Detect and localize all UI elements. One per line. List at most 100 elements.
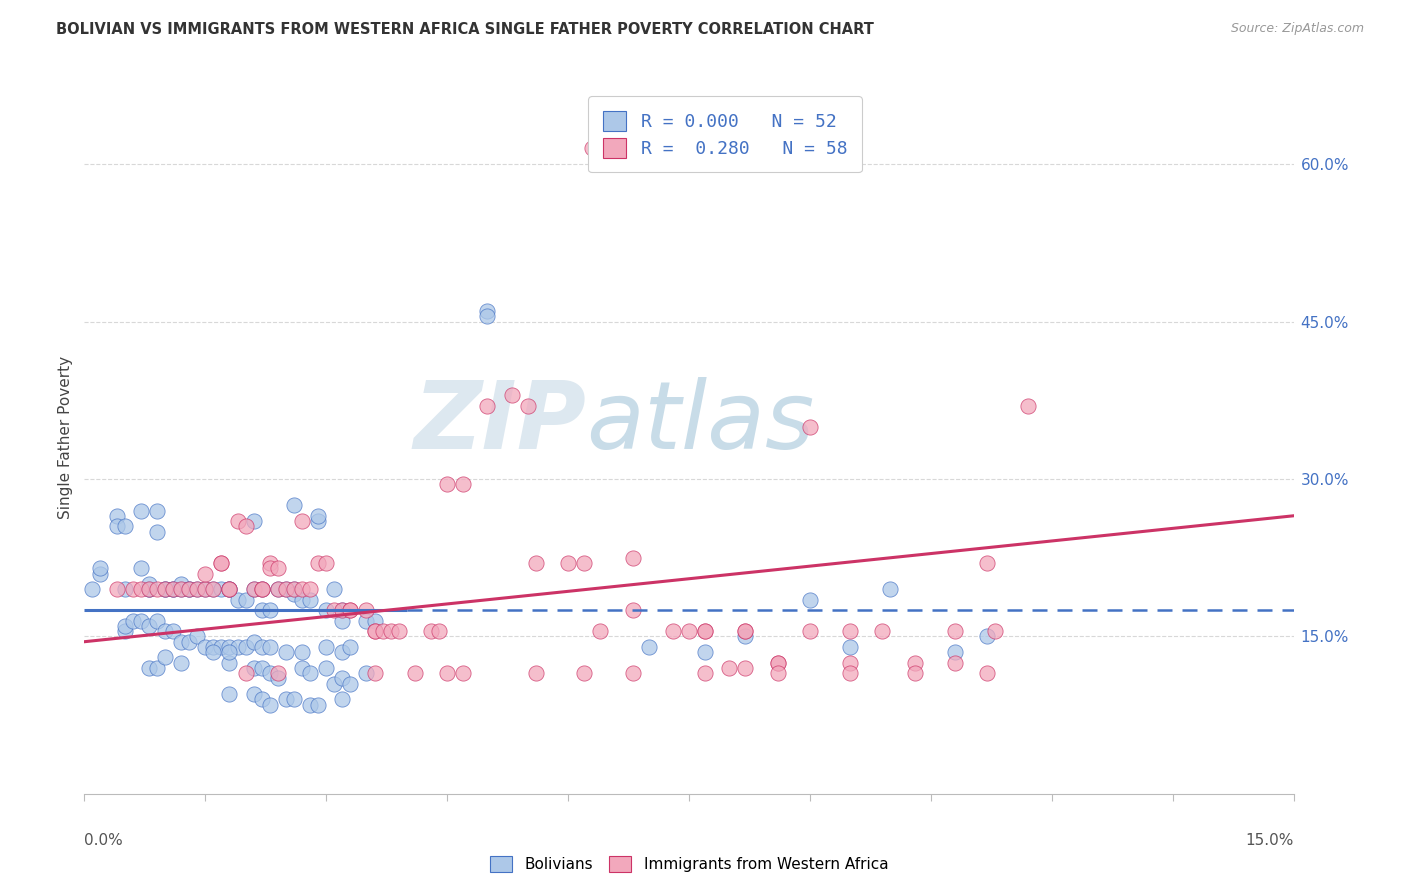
Point	[138, 577, 160, 591]
Point	[89, 561, 111, 575]
Point	[291, 592, 314, 607]
Point	[218, 582, 240, 597]
Point	[250, 661, 273, 675]
Point	[138, 619, 160, 633]
Point	[259, 666, 281, 681]
Point	[363, 666, 385, 681]
Point	[315, 640, 337, 654]
Point	[153, 650, 176, 665]
Point	[356, 666, 378, 681]
Point	[170, 577, 193, 591]
Point	[202, 640, 225, 654]
Point	[114, 582, 136, 597]
Point	[194, 566, 217, 581]
Point	[146, 614, 169, 628]
Point	[291, 661, 314, 675]
Point	[114, 519, 136, 533]
Point	[162, 582, 184, 597]
Text: ZIP: ZIP	[413, 376, 586, 469]
Point	[330, 692, 353, 706]
Point	[524, 556, 547, 570]
Point	[307, 556, 329, 570]
Point	[105, 508, 128, 523]
Point	[323, 603, 346, 617]
Point	[267, 582, 290, 597]
Point	[283, 692, 305, 706]
Point	[879, 582, 901, 597]
Point	[315, 556, 337, 570]
Point	[242, 582, 264, 597]
Point	[235, 592, 257, 607]
Point	[976, 556, 998, 570]
Text: 15.0%: 15.0%	[1246, 833, 1294, 848]
Point	[678, 624, 700, 639]
Point	[162, 582, 184, 597]
Point	[766, 656, 789, 670]
Point	[420, 624, 443, 639]
Point	[734, 630, 756, 644]
Point	[194, 582, 217, 597]
Point	[299, 698, 322, 712]
Point	[283, 587, 305, 601]
Point	[114, 619, 136, 633]
Point	[477, 304, 499, 318]
Point	[170, 634, 193, 648]
Point	[146, 661, 169, 675]
Point	[734, 624, 756, 639]
Point	[274, 582, 297, 597]
Point	[138, 582, 160, 597]
Point	[186, 630, 208, 644]
Point	[976, 666, 998, 681]
Point	[388, 624, 411, 639]
Point	[307, 698, 329, 712]
Point	[451, 477, 474, 491]
Point	[146, 524, 169, 539]
Point	[323, 582, 346, 597]
Point	[662, 624, 685, 639]
Point	[299, 666, 322, 681]
Point	[179, 582, 201, 597]
Point	[170, 582, 193, 597]
Point	[259, 603, 281, 617]
Point	[242, 582, 264, 597]
Point	[259, 698, 281, 712]
Point	[162, 624, 184, 639]
Point	[839, 624, 862, 639]
Point	[89, 566, 111, 581]
Point	[274, 692, 297, 706]
Point	[202, 645, 225, 659]
Point	[114, 624, 136, 639]
Point	[250, 640, 273, 654]
Point	[427, 624, 450, 639]
Point	[274, 582, 297, 597]
Point	[218, 582, 240, 597]
Point	[581, 141, 603, 155]
Point	[162, 582, 184, 597]
Point	[218, 645, 240, 659]
Point	[799, 419, 821, 434]
Point	[976, 630, 998, 644]
Point	[693, 624, 716, 639]
Point	[477, 310, 499, 324]
Point	[209, 556, 232, 570]
Point	[363, 624, 385, 639]
Point	[218, 582, 240, 597]
Point	[501, 388, 523, 402]
Point	[250, 582, 273, 597]
Point	[307, 508, 329, 523]
Legend: Bolivians, Immigrants from Western Africa: Bolivians, Immigrants from Western Afric…	[482, 848, 896, 880]
Point	[572, 666, 595, 681]
Point	[330, 645, 353, 659]
Point	[904, 656, 927, 670]
Point	[218, 640, 240, 654]
Point	[693, 666, 716, 681]
Point	[218, 582, 240, 597]
Point	[766, 656, 789, 670]
Point	[307, 514, 329, 528]
Point	[226, 592, 249, 607]
Point	[693, 624, 716, 639]
Point	[170, 656, 193, 670]
Point	[179, 634, 201, 648]
Point	[283, 582, 305, 597]
Point	[153, 582, 176, 597]
